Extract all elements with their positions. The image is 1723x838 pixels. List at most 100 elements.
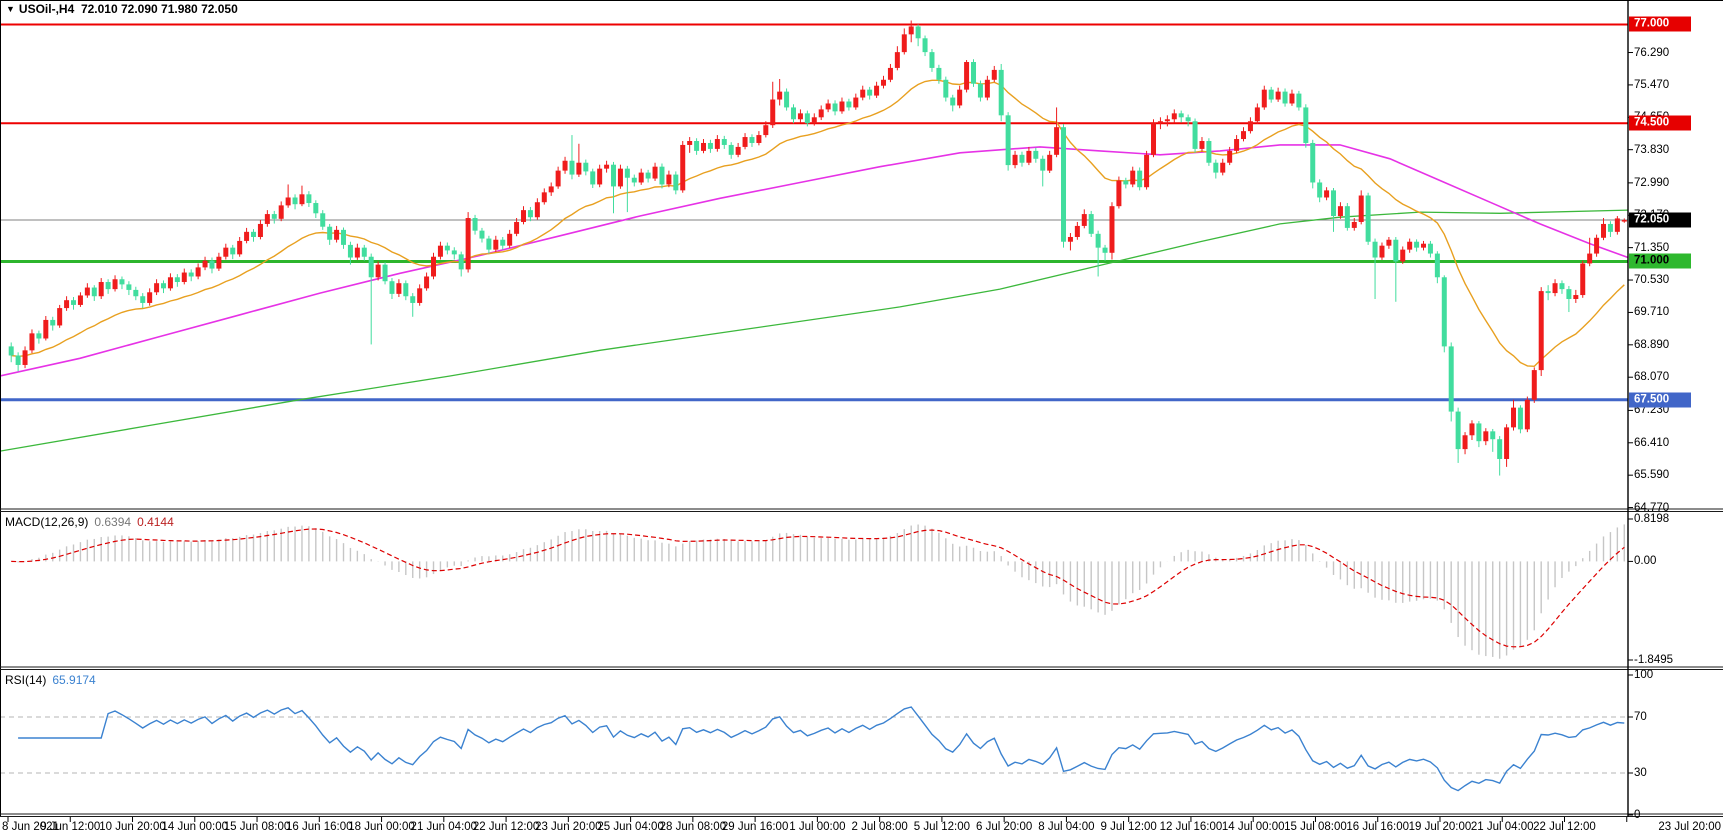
candle-body bbox=[860, 89, 866, 98]
candle-body bbox=[1594, 237, 1600, 254]
candle-body bbox=[1054, 127, 1060, 155]
candle-body bbox=[867, 89, 873, 96]
candle-body bbox=[257, 223, 263, 237]
price-tick-label: 70.530 bbox=[1634, 274, 1670, 287]
candle-body bbox=[368, 256, 374, 278]
candle-body bbox=[1407, 241, 1413, 250]
candle-body bbox=[140, 296, 146, 303]
candle-body bbox=[1130, 170, 1136, 185]
rsi-panel-label: RSI(14) 65.9174 bbox=[5, 673, 96, 687]
mid-ma-line bbox=[0, 144, 1629, 377]
candle-body bbox=[666, 174, 672, 185]
candle-body bbox=[1303, 107, 1309, 143]
candle-body bbox=[791, 107, 797, 120]
date-label: 5 Jul 12:00 bbox=[913, 821, 971, 833]
rsi-axis-label: 0 bbox=[1634, 809, 1641, 821]
candle-body bbox=[8, 346, 14, 356]
rsi-value: 65.9174 bbox=[52, 673, 96, 687]
candle-body bbox=[1379, 245, 1385, 258]
candle-body bbox=[659, 166, 665, 185]
candle-body bbox=[853, 97, 859, 108]
price-tick-label: 76.290 bbox=[1634, 46, 1670, 59]
candle-body bbox=[334, 229, 340, 240]
candle-body bbox=[36, 333, 42, 339]
slow-ma-line bbox=[0, 209, 1629, 452]
candle-body bbox=[1607, 223, 1613, 232]
ohlc-close: 72.050 bbox=[201, 2, 238, 16]
candle-body bbox=[1483, 431, 1489, 442]
candle-body bbox=[514, 221, 520, 234]
candle-body bbox=[749, 137, 755, 143]
candle-body bbox=[874, 85, 880, 96]
candle-body bbox=[728, 144, 734, 155]
candle-body bbox=[887, 67, 893, 80]
candle-body bbox=[1538, 291, 1544, 371]
candle-body bbox=[1185, 117, 1191, 122]
candle-body bbox=[223, 247, 229, 257]
candle-body bbox=[22, 350, 28, 365]
candle-body bbox=[624, 168, 630, 178]
candle-body bbox=[410, 296, 416, 303]
chart-title: ▼ USOil-,H4 72.010 72.090 71.980 72.050 bbox=[6, 2, 238, 16]
candle-body bbox=[1151, 123, 1157, 155]
candle-body bbox=[188, 272, 194, 277]
date-label: 21 Jul 04:00 bbox=[1470, 821, 1534, 833]
candle-body bbox=[354, 247, 360, 258]
date-label: 18 Jun 00:00 bbox=[348, 821, 415, 833]
date-label: 6 Jul 20:00 bbox=[976, 821, 1033, 833]
price-tick-label: 68.070 bbox=[1634, 371, 1670, 384]
candle-body bbox=[1427, 243, 1433, 254]
candle-body bbox=[230, 247, 236, 255]
date-label: 22 Jul 12:00 bbox=[1533, 821, 1596, 833]
candle-body bbox=[770, 99, 776, 126]
candle-body bbox=[1241, 131, 1247, 140]
candle-body bbox=[1012, 154, 1018, 166]
candle-body bbox=[1234, 139, 1240, 151]
candle-body bbox=[1005, 115, 1011, 166]
candle-body bbox=[1386, 239, 1392, 246]
candle-body bbox=[444, 245, 450, 251]
candle-body bbox=[209, 260, 215, 269]
price-tick-label: 75.470 bbox=[1634, 78, 1670, 91]
candle-body bbox=[1178, 113, 1184, 118]
candle-body bbox=[617, 168, 623, 187]
candle-body bbox=[881, 79, 887, 86]
date-label: 1 Jul 00:00 bbox=[789, 821, 846, 833]
candle-body bbox=[1047, 154, 1053, 171]
price-tick-label: 73.830 bbox=[1634, 143, 1670, 156]
symbol-dropdown-icon[interactable]: ▼ bbox=[6, 4, 15, 14]
candles-layer bbox=[8, 20, 1627, 476]
candle-body bbox=[43, 319, 49, 339]
candle-body bbox=[984, 79, 990, 98]
candle-body bbox=[167, 277, 173, 289]
candle-body bbox=[901, 34, 907, 53]
candle-body bbox=[1517, 407, 1523, 430]
candle-body bbox=[292, 197, 298, 205]
candle-body bbox=[1448, 346, 1454, 412]
price-tick-label: 68.890 bbox=[1634, 338, 1670, 351]
candle-body bbox=[915, 26, 921, 39]
date-label: 10 Jun 20:00 bbox=[99, 821, 166, 833]
candle-body bbox=[936, 67, 942, 80]
candle-body bbox=[1337, 206, 1343, 217]
candle-body bbox=[1026, 150, 1032, 163]
candle-body bbox=[479, 230, 485, 239]
candle-body bbox=[1164, 119, 1170, 122]
candle-body bbox=[1511, 407, 1517, 428]
candle-body bbox=[251, 231, 257, 237]
candle-body bbox=[1331, 190, 1337, 217]
candle-body bbox=[908, 26, 914, 35]
candle-body bbox=[950, 97, 956, 106]
candle-body bbox=[541, 192, 547, 203]
macd-main-value: 0.6394 bbox=[94, 515, 132, 529]
candle-body bbox=[1365, 195, 1371, 242]
level-price-badge: 74.500 bbox=[1629, 115, 1691, 131]
candle-body bbox=[1587, 253, 1593, 264]
candle-body bbox=[1566, 289, 1572, 299]
candle-body bbox=[1137, 170, 1143, 188]
date-label: 23 Jul 20:00 bbox=[1658, 821, 1721, 833]
candle-body bbox=[1275, 91, 1281, 100]
candle-body bbox=[1344, 206, 1350, 228]
candle-body bbox=[417, 288, 423, 303]
candle-body bbox=[29, 333, 35, 351]
